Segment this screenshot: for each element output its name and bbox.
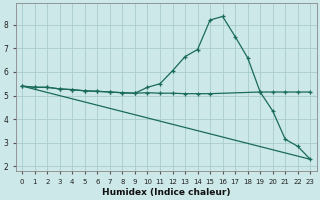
X-axis label: Humidex (Indice chaleur): Humidex (Indice chaleur) (102, 188, 230, 197)
